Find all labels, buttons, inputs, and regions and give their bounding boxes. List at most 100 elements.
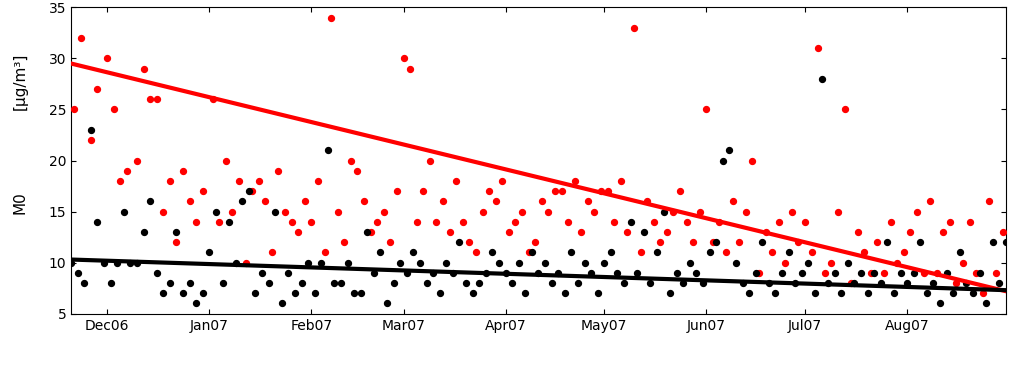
Point (89, 219, 106, 225)
Point (287, 290, 303, 296)
Point (389, 188, 405, 194)
Point (870, 239, 886, 245)
Point (926, 280, 942, 286)
Point (672, 188, 688, 194)
Point (323, 15, 339, 21)
Point (714, 158, 731, 163)
Point (892, 270, 908, 276)
Point (277, 208, 294, 214)
Point (241, 188, 257, 194)
Point (665, 208, 682, 214)
Point (366, 270, 382, 276)
Point (220, 219, 237, 225)
Point (228, 260, 244, 266)
Point (273, 300, 290, 306)
Point (313, 260, 329, 266)
Point (416, 188, 432, 194)
Point (442, 229, 458, 235)
Point (909, 208, 926, 214)
Point (82, 137, 99, 143)
Point (182, 199, 198, 204)
Point (721, 147, 738, 153)
Point (310, 178, 326, 184)
Point (902, 229, 918, 235)
Point (217, 158, 234, 163)
Point (797, 219, 813, 225)
Point (642, 280, 658, 286)
Point (836, 107, 852, 113)
Point (727, 260, 744, 266)
Point (905, 270, 922, 276)
Point (649, 249, 665, 255)
Point (155, 208, 172, 214)
Point (623, 219, 639, 225)
Point (610, 270, 626, 276)
Point (238, 260, 254, 266)
Point (116, 208, 132, 214)
Point (602, 249, 619, 255)
Point (291, 229, 307, 235)
Point (698, 107, 714, 113)
Point (876, 270, 892, 276)
Point (405, 249, 422, 255)
Point (629, 270, 645, 276)
Point (899, 280, 915, 286)
Point (461, 239, 478, 245)
Point (685, 239, 701, 245)
Point (204, 96, 220, 102)
Point (915, 270, 932, 276)
Point (458, 280, 474, 286)
Point (402, 66, 419, 72)
Point (501, 229, 517, 235)
Point (511, 260, 527, 266)
Point (320, 147, 336, 153)
Point (485, 249, 501, 255)
Point (182, 280, 198, 286)
Point (514, 208, 530, 214)
Point (438, 260, 454, 266)
Point (536, 260, 553, 266)
Point (596, 260, 613, 266)
Point (69, 270, 85, 276)
Point (827, 270, 843, 276)
Point (435, 199, 451, 204)
Point (563, 249, 579, 255)
Point (342, 158, 359, 163)
Point (636, 229, 652, 235)
Point (201, 249, 217, 255)
Point (843, 280, 860, 286)
Point (494, 178, 510, 184)
Point (978, 300, 995, 306)
Point (162, 178, 178, 184)
Point (918, 290, 935, 296)
Point (607, 219, 623, 225)
Point (326, 280, 342, 286)
Point (701, 249, 717, 255)
Point (945, 290, 961, 296)
Point (780, 249, 797, 255)
Point (467, 249, 484, 255)
Point (66, 107, 82, 113)
Point (965, 290, 981, 296)
Point (820, 280, 836, 286)
Point (586, 208, 602, 214)
Point (814, 76, 830, 82)
Point (833, 290, 849, 296)
Point (879, 239, 895, 245)
Point (392, 260, 408, 266)
Point (718, 249, 735, 255)
Point (530, 270, 547, 276)
Point (385, 280, 401, 286)
Point (135, 229, 151, 235)
Point (705, 239, 721, 245)
Point (929, 270, 945, 276)
Point (382, 239, 398, 245)
Point (363, 229, 379, 235)
Point (860, 290, 876, 296)
Point (695, 280, 711, 286)
Point (113, 178, 129, 184)
Point (122, 260, 138, 266)
Point (748, 270, 764, 276)
Point (889, 260, 905, 266)
Point (63, 260, 79, 266)
